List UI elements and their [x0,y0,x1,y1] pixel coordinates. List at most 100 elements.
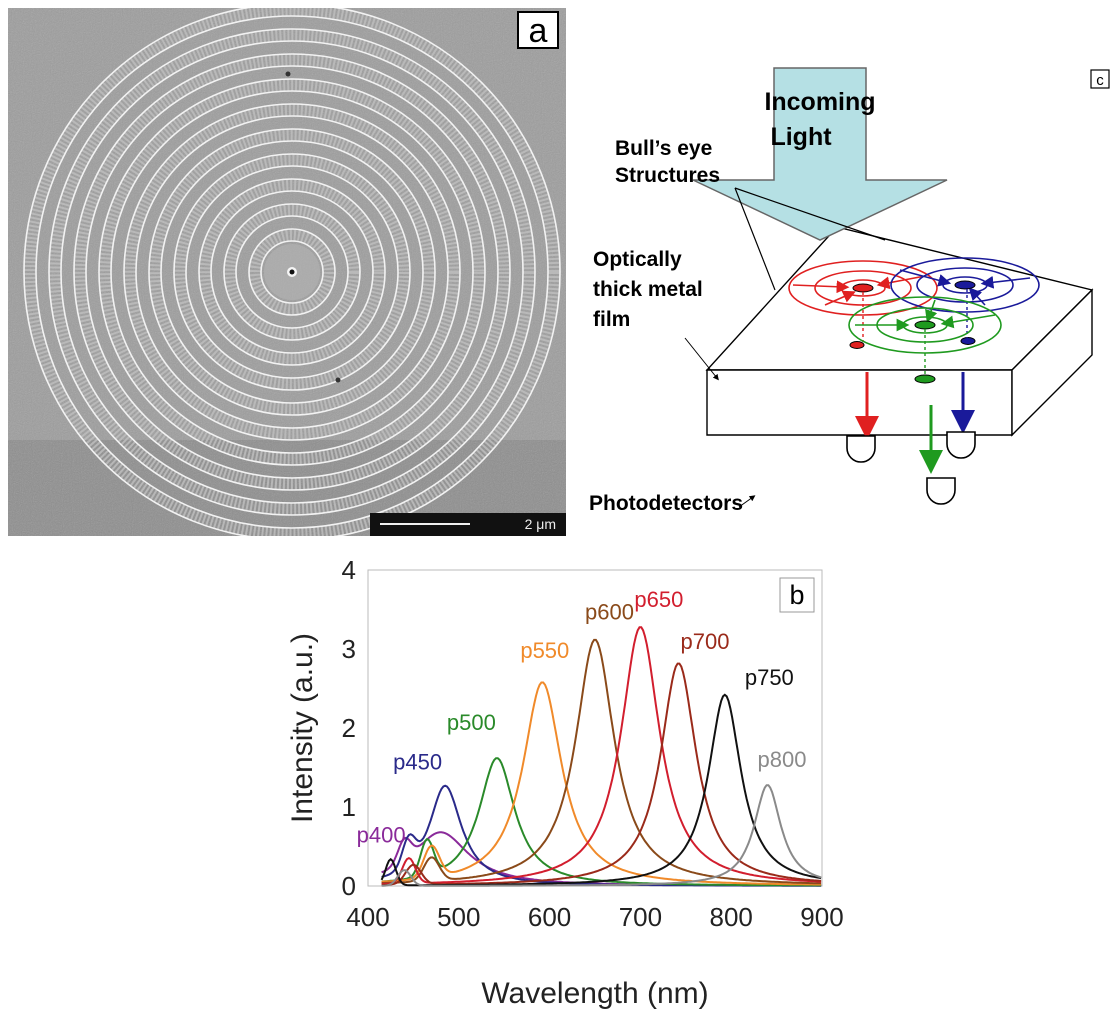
ring-band [249,229,335,315]
ring-band [174,154,410,390]
blue-bulls-eye [890,257,1040,313]
series-label-p550: p550 [520,638,569,663]
photodetector-blue [946,431,976,459]
series-label-p400: p400 [357,822,406,847]
ring-edge [235,215,349,329]
series-label-p500: p500 [447,710,496,735]
series-line-p600 [381,638,822,885]
panel-b-label: b [789,580,804,610]
x-tick-label: 700 [619,902,662,932]
metal-film-label-line1: Optically [593,248,682,271]
y-tick-label: 2 [342,713,356,743]
scale-bar-label: 2 μm [525,516,556,532]
x-tick-label: 400 [346,902,389,932]
green-aperture [914,320,936,330]
series-label-p800: p800 [758,747,807,772]
x-tick-label: 900 [800,902,843,932]
series-line-p700 [381,662,822,886]
ring-edge [223,203,361,341]
ring-edge [60,40,524,504]
ring-edge [35,15,549,529]
ring-band [224,204,360,340]
panel-a-label: a [529,12,548,50]
y-tick-label: 3 [342,634,356,664]
red-aperture [852,283,874,293]
ring-edge [48,28,536,516]
ring-edge [73,53,511,491]
x-axis-ticks: 400 500 600 700 800 900 [346,902,843,932]
photodetectors-pointer [738,495,756,508]
incoming-light-arrow [692,67,948,241]
ring-edge [260,240,324,304]
green-exit-aperture [914,374,936,384]
incoming-light-label-line1: Incoming [764,88,875,116]
x-tick-label: 600 [528,902,571,932]
bulls-eye-pointer-right [734,187,886,241]
ring-edge [110,90,474,454]
sem-image: 2 μm a [8,8,566,536]
photodetector-red [846,435,876,463]
ring-edge [23,8,561,536]
y-tick-label: 4 [342,555,356,585]
y-axis-label: Intensity (a.u.) [286,633,319,823]
y-tick-label: 0 [342,871,356,901]
ring-edge [248,228,336,316]
ring-edge [98,78,486,466]
ring-edge [210,190,374,354]
ring-band [74,54,510,490]
series-line-p550 [381,681,822,886]
ring-edge [85,65,499,479]
center-hole [289,269,295,275]
series-label-p650: p650 [634,587,683,612]
ring-edge [135,115,449,429]
series-label-p750: p750 [745,665,794,690]
ring-edge [173,153,411,391]
metal-film-front [706,369,1013,436]
blue-exit-aperture [960,337,976,345]
series-label-p450: p450 [393,750,442,775]
series-lines [380,626,822,887]
photodetector-green [926,477,956,505]
ring-edge [160,140,424,404]
y-tick-label: 1 [342,792,356,822]
panel-c-label-box [1090,69,1110,89]
red-exit-aperture [849,341,865,349]
panel-b-label-box [779,577,815,613]
bulls-eye-label-line2: Structures [615,164,720,187]
series-line-p800 [381,784,822,887]
metal-film-side [1011,288,1093,437]
x-tick-label: 800 [710,902,753,932]
series-line-p650 [381,626,822,885]
ring-band [124,104,460,440]
bulls-eye-rings [23,8,561,536]
ring-band [49,29,535,515]
bulls-eye-label-line1: Bull’s eye [615,137,712,160]
ring-edge [198,178,386,366]
x-axis-label: Wavelength (nm) [481,977,708,1010]
blue-aperture [954,280,976,290]
ring-band [99,79,485,465]
ring-edge [185,165,399,379]
photodetectors-label: Photodetectors [589,492,743,515]
bulls-eye-pointer-left [734,187,776,291]
metal-film-label-line3: film [593,308,630,331]
panel-c-label: c [1096,72,1104,89]
panel-a-label-box [517,11,559,49]
metal-film-label-line2: thick metal [593,278,703,301]
ring-edge [123,103,461,441]
spectra-chart-panel: 0 1 2 3 4 400 500 600 700 800 900 p400 p450 p500 p55… [270,538,870,1017]
ring-edge [148,128,436,416]
y-axis-ticks: 0 1 2 3 4 [342,555,356,901]
metal-film-pointer [684,337,719,381]
schematic-diagram: c Incoming Light Bull’s eye Structures O… [589,67,1110,515]
series-label-p600: p600 [585,600,634,625]
ring-band [199,179,385,365]
x-tick-label: 500 [437,902,480,932]
sem-image-panel: 2 μm a [8,8,566,536]
defect-spot [285,71,291,77]
incoming-light-label-line2: Light [770,123,832,151]
ring-band [149,129,435,415]
defect-spot [335,377,341,383]
